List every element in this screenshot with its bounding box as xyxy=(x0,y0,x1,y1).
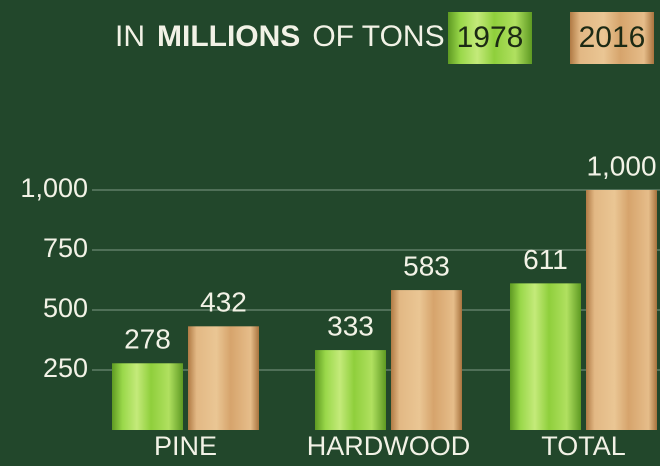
x-tick-label: TOTAL xyxy=(541,431,626,461)
data-label: 432 xyxy=(200,287,247,318)
y-tick-label: 250 xyxy=(43,353,88,383)
bar xyxy=(510,283,581,430)
bar xyxy=(391,290,462,430)
data-label: 333 xyxy=(327,310,374,341)
bar xyxy=(188,326,259,430)
bar xyxy=(315,350,386,430)
bar xyxy=(586,190,657,430)
data-label: 1,000 xyxy=(586,150,656,181)
legend-label: 1978 xyxy=(457,21,524,54)
data-label: 583 xyxy=(403,250,450,281)
legend-swatch xyxy=(570,12,654,64)
legend-swatch xyxy=(448,12,532,64)
data-label: 278 xyxy=(124,324,171,355)
y-tick-label: 1,000 xyxy=(20,173,88,203)
chart-title: IN MILLIONS OF TONS xyxy=(115,20,445,53)
title-part: OF TONS xyxy=(312,20,444,53)
x-tick-label: HARDWOOD xyxy=(307,431,471,461)
title-part: IN xyxy=(115,20,145,53)
title-part: MILLIONS xyxy=(157,20,300,53)
y-tick-label: 750 xyxy=(43,233,88,263)
y-tick-label: 500 xyxy=(43,293,88,323)
data-label: 611 xyxy=(523,244,568,275)
bar xyxy=(112,363,183,430)
x-tick-label: PINE xyxy=(154,431,217,461)
legend-label: 2016 xyxy=(579,21,646,54)
